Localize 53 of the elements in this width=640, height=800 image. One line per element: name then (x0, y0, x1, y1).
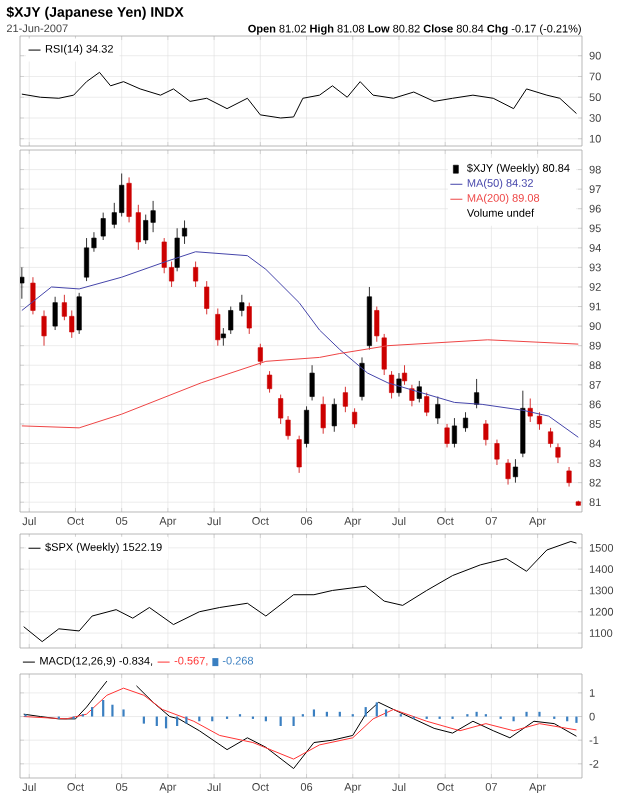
candlestick (374, 306, 380, 343)
candlestick (494, 439, 500, 466)
candlestick (548, 427, 554, 448)
candlestick (527, 398, 533, 423)
candlestick (215, 308, 221, 347)
candlestick (100, 212, 106, 241)
line-series (21, 71, 577, 119)
candlestick (182, 220, 188, 245)
candlestick (174, 227, 180, 272)
candlestick (41, 310, 47, 347)
candlestick (239, 294, 245, 317)
candlestick (483, 419, 489, 446)
candlestick (505, 458, 511, 485)
candlestick (381, 333, 387, 376)
candlestick (257, 343, 263, 366)
candlestick (204, 280, 210, 315)
candlestick (30, 276, 36, 315)
candlestick (69, 310, 75, 339)
candlestick (389, 370, 395, 399)
candlestick (193, 261, 199, 288)
candlestick (220, 327, 226, 347)
candlestick (76, 292, 82, 335)
candlestick (402, 364, 408, 386)
candlestick (267, 370, 273, 394)
candlestick (331, 398, 337, 433)
candlestick (320, 396, 326, 435)
candlestick (566, 466, 572, 487)
candlestick (119, 173, 125, 217)
candlestick (474, 378, 480, 409)
line-series (21, 339, 579, 429)
candlestick (520, 390, 526, 458)
candlestick (444, 423, 450, 448)
candlestick (342, 386, 348, 413)
candlestick (555, 443, 561, 464)
candlestick (424, 392, 430, 417)
candlestick (304, 405, 310, 448)
candlestick (52, 296, 58, 331)
candlestick (359, 357, 365, 401)
candlestick (228, 306, 234, 335)
candlestick (451, 417, 457, 448)
candlestick (161, 237, 167, 274)
candlestick (512, 458, 518, 484)
candlestick (246, 302, 252, 335)
candlestick (296, 435, 302, 474)
candlestick (435, 396, 441, 425)
candlestick (463, 411, 469, 433)
candlestick (150, 200, 156, 233)
candlestick (84, 237, 90, 282)
candlestick (309, 364, 315, 401)
candlestick (396, 372, 402, 397)
candlestick (352, 407, 358, 429)
candlestick (409, 384, 415, 407)
line-series (23, 540, 577, 643)
